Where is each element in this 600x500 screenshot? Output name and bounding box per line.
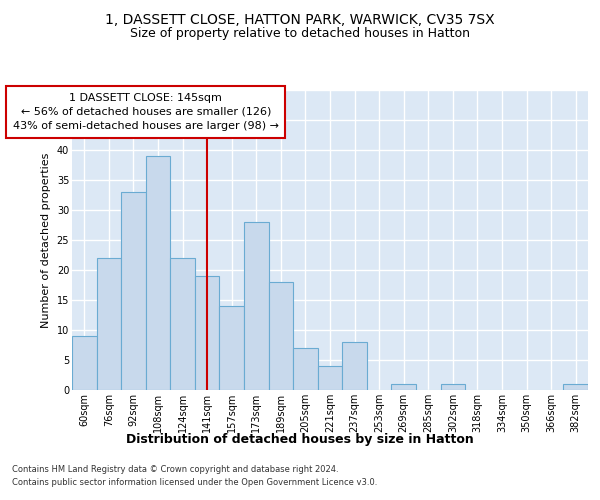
Text: Size of property relative to detached houses in Hatton: Size of property relative to detached ho… — [130, 28, 470, 40]
Bar — [195, 276, 220, 390]
Text: Contains HM Land Registry data © Crown copyright and database right 2024.: Contains HM Land Registry data © Crown c… — [12, 466, 338, 474]
Bar — [391, 384, 416, 390]
Bar — [440, 384, 465, 390]
Bar — [293, 348, 318, 390]
Text: 1, DASSETT CLOSE, HATTON PARK, WARWICK, CV35 7SX: 1, DASSETT CLOSE, HATTON PARK, WARWICK, … — [105, 12, 495, 26]
Bar — [146, 156, 170, 390]
Bar — [342, 342, 367, 390]
Bar — [318, 366, 342, 390]
Text: Distribution of detached houses by size in Hatton: Distribution of detached houses by size … — [126, 432, 474, 446]
Bar — [269, 282, 293, 390]
Text: 1 DASSETT CLOSE: 145sqm
← 56% of detached houses are smaller (126)
43% of semi-d: 1 DASSETT CLOSE: 145sqm ← 56% of detache… — [13, 93, 279, 131]
Bar — [97, 258, 121, 390]
Bar — [220, 306, 244, 390]
Bar — [121, 192, 146, 390]
Bar — [72, 336, 97, 390]
Y-axis label: Number of detached properties: Number of detached properties — [41, 152, 51, 328]
Bar — [244, 222, 269, 390]
Bar — [170, 258, 195, 390]
Text: Contains public sector information licensed under the Open Government Licence v3: Contains public sector information licen… — [12, 478, 377, 487]
Bar — [563, 384, 588, 390]
